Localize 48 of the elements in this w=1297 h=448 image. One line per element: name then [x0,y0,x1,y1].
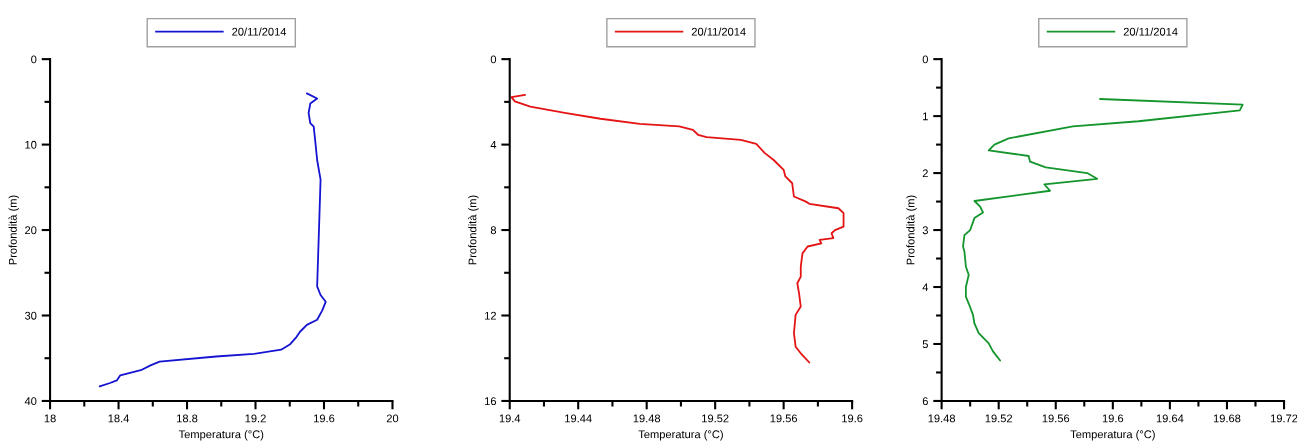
y-tick-label: 4 [922,283,929,292]
y-tick-label: 6 [922,397,928,406]
y-tick-label: 0 [922,55,928,64]
text: 20/11/2014 [691,27,746,36]
x-tick-label: 18 [44,414,56,423]
y-tick-label: 10 [25,140,37,149]
x-tick-label: 19.52 [702,414,729,423]
x-tick-label: 19.44 [565,414,592,423]
y-tick-label: 8 [490,226,497,235]
y-tick-label: 3 [922,226,928,235]
y-tick-label: 1 [923,112,928,121]
text: 20/11/2014 [232,27,287,36]
x-tick-label: 19.6 [314,414,335,423]
x-axis-title: Temperatura (°C) [1070,430,1155,441]
y-tick-label: 0 [31,55,37,64]
x-tick-label: 20 [386,414,399,423]
x-tick-label: 19.6 [1102,414,1124,423]
x-tick-label: 19.68 [1213,414,1241,423]
x-tick-label: 19.56 [770,414,798,423]
y-tick-label: 0 [490,55,497,64]
line-series [98,92,327,388]
y-tick-label: 5 [922,340,928,349]
y-tick-label: 12 [485,311,496,320]
x-tick-label: 19.52 [985,414,1013,423]
x-tick-label: 19.72 [1270,414,1297,423]
x-tick-label: 19.4 [499,414,521,423]
x-tick-label: 18.8 [177,414,198,423]
y-tick-label: 40 [24,397,37,406]
x-tick-label: 19.56 [1042,414,1070,423]
y-tick-label: 4 [490,140,497,149]
text: 20/11/2014 [1123,27,1178,36]
y-tick-label: 20 [25,226,37,235]
x-tick-label: 19.48 [928,414,956,423]
line-series [962,98,1244,362]
x-tick-label: 19.6 [842,414,863,423]
y-tick-label: 30 [24,311,37,320]
y-tick-label: 2 [922,169,928,178]
y-axis-title: Profondità (m) [906,195,917,265]
x-axis-title: Temperatura (°C) [638,430,723,441]
x-tick-label: 19.48 [633,414,661,423]
line-series [510,93,845,364]
x-axis-title: Temperatura (°C) [178,430,264,441]
x-tick-label: 19.64 [1156,414,1184,423]
y-tick-label: 16 [485,397,497,406]
x-tick-label: 18.4 [108,414,130,423]
y-axis-title: Profondità (m) [468,195,479,265]
x-tick-label: 19.2 [245,414,266,423]
y-axis-title: Profondità (m) [8,195,19,265]
